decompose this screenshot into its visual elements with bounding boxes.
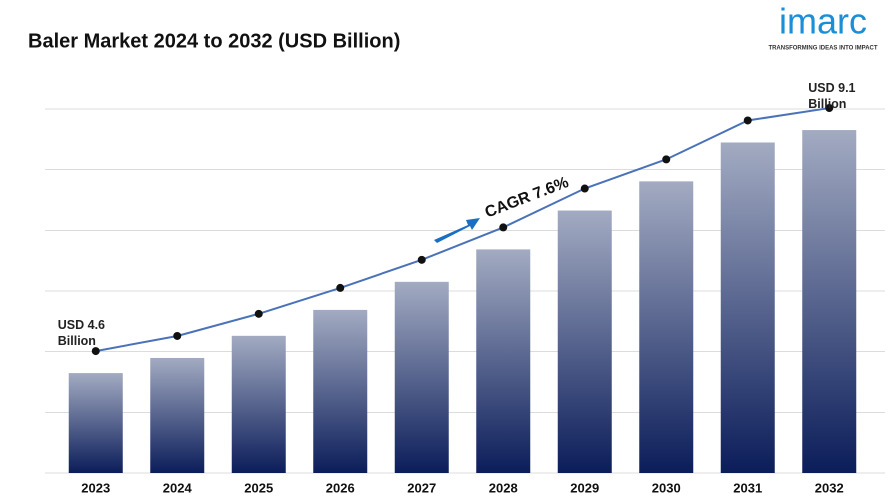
x-tick-label: 2024 xyxy=(163,480,193,495)
bar xyxy=(150,357,205,473)
x-tick-label: 2025 xyxy=(244,480,273,495)
logo: imarc xyxy=(779,1,867,42)
bar xyxy=(313,309,368,473)
bar xyxy=(720,142,775,473)
trend-line xyxy=(95,107,830,353)
x-tick-label: 2023 xyxy=(81,480,110,495)
value-label: USD 4.6 Billion xyxy=(57,318,105,349)
trend-dot xyxy=(336,283,345,292)
x-tick-label: 2027 xyxy=(407,480,436,495)
trend-dot xyxy=(825,104,834,113)
trend-dot xyxy=(743,116,752,125)
bar xyxy=(802,130,857,473)
trend-dot xyxy=(499,223,508,232)
chart-title: Baler Market 2024 to 2032 (USD Billion) xyxy=(28,30,400,52)
trend-dot xyxy=(417,255,426,264)
cagr-arrow xyxy=(434,218,480,243)
bar xyxy=(476,249,531,473)
bar xyxy=(394,281,449,473)
value-label: USD 9.1 Billion xyxy=(808,81,856,112)
bar xyxy=(639,181,694,473)
x-tick-label: 2026 xyxy=(326,480,355,495)
bar xyxy=(231,335,286,473)
x-tick-label: 2028 xyxy=(489,480,518,495)
bar xyxy=(557,210,612,473)
trend-dot xyxy=(173,331,182,340)
trend-dot xyxy=(254,309,263,318)
x-tick-label: 2032 xyxy=(815,480,844,495)
trend-dot xyxy=(580,184,589,193)
x-tick-label: 2029 xyxy=(570,480,599,495)
logo-tagline: TRANSFORMING IDEAS INTO IMPACT xyxy=(768,46,877,52)
trend-dot xyxy=(662,155,671,164)
trend-dot xyxy=(91,347,100,356)
x-tick-label: 2030 xyxy=(652,480,681,495)
bar xyxy=(68,373,123,473)
x-tick-label: 2031 xyxy=(733,480,762,495)
